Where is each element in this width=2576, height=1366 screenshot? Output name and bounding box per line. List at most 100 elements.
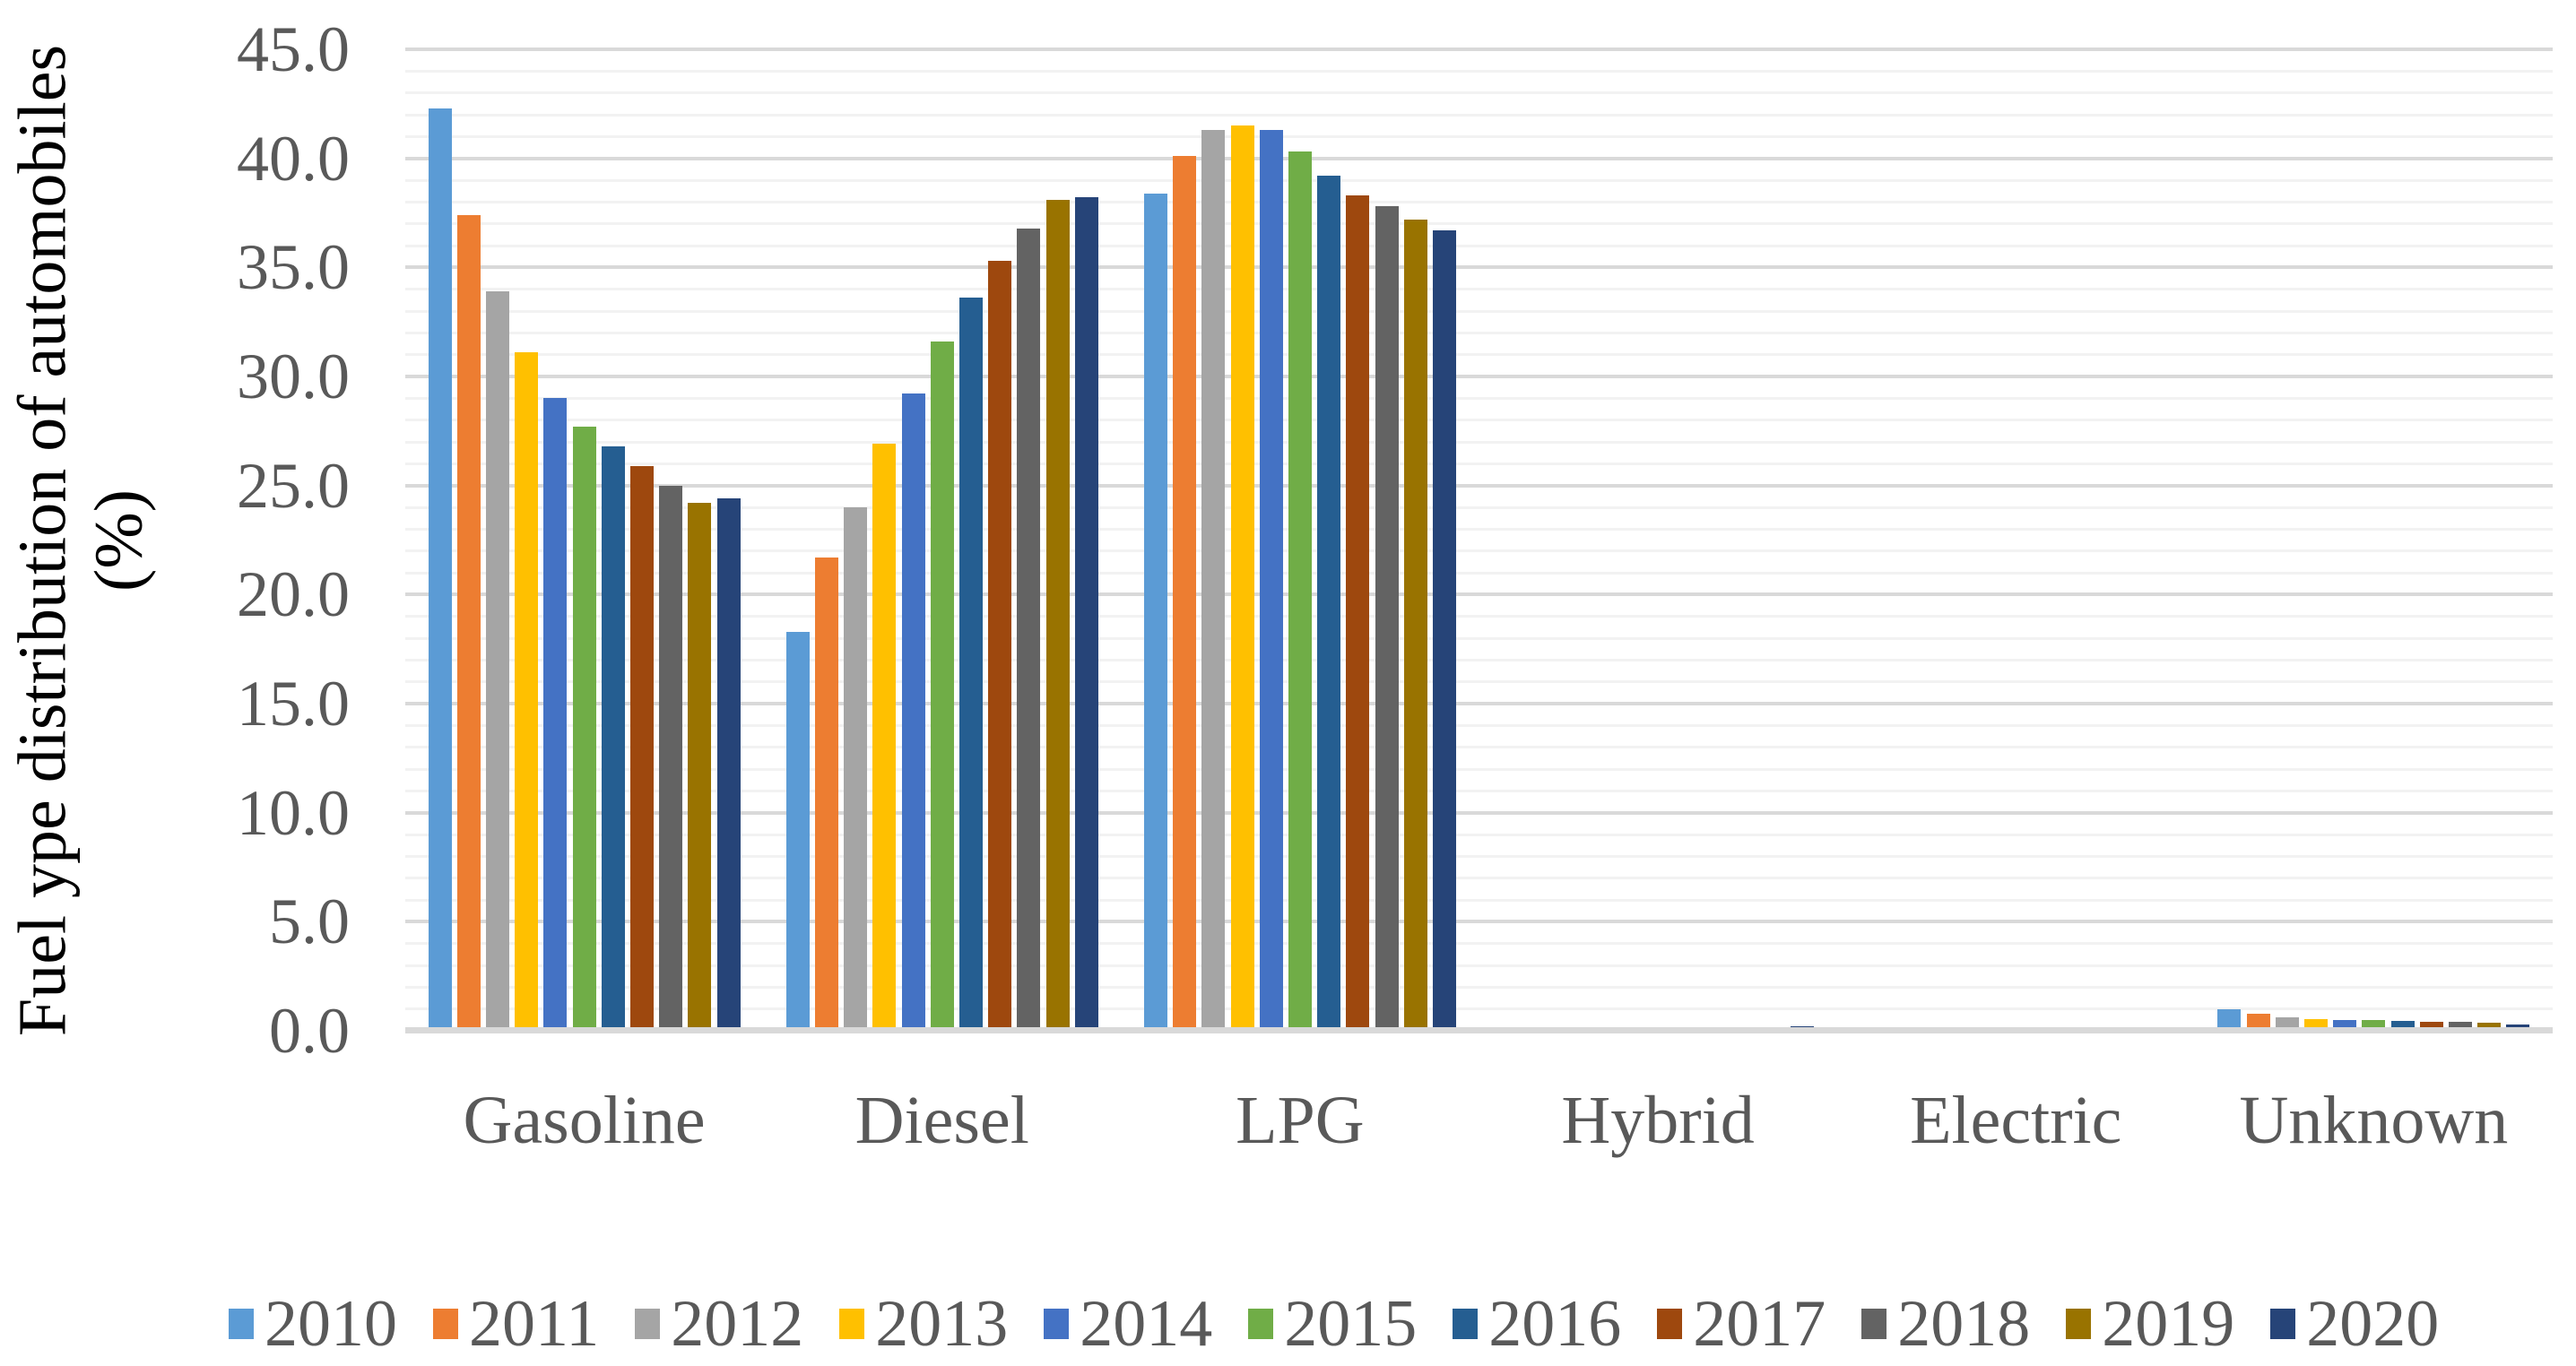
y-tick-label: 15.0: [237, 668, 350, 739]
gridline-minor: [405, 767, 2553, 771]
legend-label: 2018: [1897, 1287, 2031, 1361]
x-category-label-hybrid: Hybrid: [1561, 1083, 1755, 1158]
gridline-minor: [405, 549, 2553, 553]
y-tick-label: 40.0: [237, 122, 350, 195]
bar-2020-diesel: [1074, 197, 1098, 1031]
gridline-minor: [405, 877, 2553, 880]
gridline-major: [405, 375, 2553, 378]
bar-2016-unknown: [2390, 1021, 2415, 1031]
legend-swatch-icon: [1453, 1309, 1479, 1339]
gridline-minor: [405, 942, 2553, 946]
y-tick-label: 25.0: [237, 449, 350, 522]
gridline-minor: [405, 91, 2553, 95]
bar-2020-gasoline: [716, 498, 741, 1031]
legend-label: 2013: [875, 1287, 1009, 1361]
legend-item-2013: 2013: [839, 1288, 1008, 1360]
bar-2014-gasoline: [543, 398, 568, 1031]
gridline-minor: [405, 288, 2553, 291]
gridline-minor: [405, 680, 2553, 684]
gridline-minor: [405, 571, 2553, 575]
legend-swatch-icon: [635, 1309, 661, 1339]
legend-swatch-icon: [2066, 1309, 2092, 1339]
legend-item-2020: 2020: [2270, 1288, 2439, 1360]
bar-2012-gasoline: [485, 291, 509, 1031]
gridline-minor: [405, 789, 2553, 792]
bar-2017-gasoline: [629, 465, 654, 1031]
gridline-minor: [405, 527, 2553, 531]
gridline-major: [405, 920, 2553, 924]
y-tick-label: 30.0: [237, 341, 350, 412]
y-tick-label: 35.0: [237, 231, 350, 304]
legend-swatch-icon: [433, 1309, 458, 1339]
y-tick-label: 45.0: [237, 13, 350, 85]
legend-label: 2015: [1284, 1287, 1418, 1361]
bar-2015-lpg: [1288, 151, 1312, 1031]
bar-2015-diesel: [930, 342, 954, 1031]
gridline-major: [405, 156, 2553, 160]
legend-item-2016: 2016: [1453, 1288, 1621, 1360]
gridline-minor: [405, 331, 2553, 334]
bar-2011-unknown: [2246, 1013, 2270, 1031]
legend-item-2010: 2010: [229, 1288, 397, 1360]
bar-2011-lpg: [1173, 156, 1197, 1031]
gridline-minor: [405, 222, 2553, 226]
y-tick-label: 20.0: [237, 558, 350, 631]
x-category-label-unknown: Unknown: [2239, 1083, 2509, 1158]
bar-2012-diesel: [844, 507, 868, 1031]
x-axis-line: [405, 1027, 2553, 1033]
gridline-minor: [405, 746, 2553, 749]
y-tick-label: 5.0: [269, 886, 350, 958]
bar-2017-diesel: [988, 261, 1012, 1031]
gridline-minor: [405, 658, 2553, 661]
bar-2016-diesel: [958, 298, 983, 1031]
bar-2018-diesel: [1017, 228, 1041, 1031]
gridline-minor: [405, 636, 2553, 640]
gridline-minor: [405, 462, 2553, 465]
bar-2016-gasoline: [601, 445, 625, 1031]
legend-label: 2016: [1488, 1287, 1622, 1361]
bar-2016-lpg: [1317, 176, 1341, 1031]
legend-item-2018: 2018: [1861, 1288, 2030, 1360]
legend-item-2011: 2011: [433, 1288, 599, 1360]
bar-2010-diesel: [785, 631, 810, 1031]
gridline-major: [405, 592, 2553, 597]
legend-label: 2019: [2102, 1287, 2235, 1361]
bar-2017-unknown: [2419, 1022, 2443, 1031]
legend-item-2019: 2019: [2066, 1288, 2234, 1360]
gridline-major: [405, 483, 2553, 488]
bar-2019-lpg: [1403, 219, 1427, 1031]
gridline-minor: [405, 134, 2553, 138]
bar-2019-gasoline: [688, 503, 712, 1031]
bar-2018-gasoline: [659, 485, 683, 1031]
gridline-minor: [405, 964, 2553, 967]
gridline-minor: [405, 985, 2553, 989]
legend-swatch-icon: [839, 1309, 865, 1339]
bar-2019-diesel: [1045, 199, 1070, 1031]
legend-item-2012: 2012: [635, 1288, 803, 1360]
x-category-label-diesel: Diesel: [854, 1083, 1029, 1158]
gridline-minor: [405, 113, 2553, 117]
bar-2017-lpg: [1346, 195, 1370, 1031]
bar-2015-gasoline: [572, 426, 596, 1031]
bar-2014-lpg: [1259, 130, 1283, 1031]
gridline-minor: [405, 1007, 2553, 1011]
gridline-major: [405, 702, 2553, 705]
gridline-minor: [405, 419, 2553, 422]
gridline-minor: [405, 723, 2553, 727]
legend-swatch-icon: [1657, 1309, 1683, 1339]
gridline-minor: [405, 833, 2553, 836]
bar-2013-lpg: [1230, 125, 1254, 1031]
gridline-minor: [405, 309, 2553, 313]
plot-area: [405, 48, 2553, 1031]
bar-2013-gasoline: [515, 352, 539, 1031]
x-category-label-electric: Electric: [1910, 1083, 2122, 1158]
gridline-minor: [405, 506, 2553, 509]
gridline-minor: [405, 854, 2553, 858]
gridline-minor: [405, 440, 2553, 444]
x-category-label-lpg: LPG: [1236, 1083, 1365, 1158]
bar-2010-gasoline: [428, 108, 452, 1031]
gridline-minor: [405, 69, 2553, 73]
legend-label: 2020: [2306, 1287, 2440, 1361]
bar-2019-unknown: [2477, 1023, 2502, 1031]
legend-label: 2017: [1693, 1287, 1826, 1361]
